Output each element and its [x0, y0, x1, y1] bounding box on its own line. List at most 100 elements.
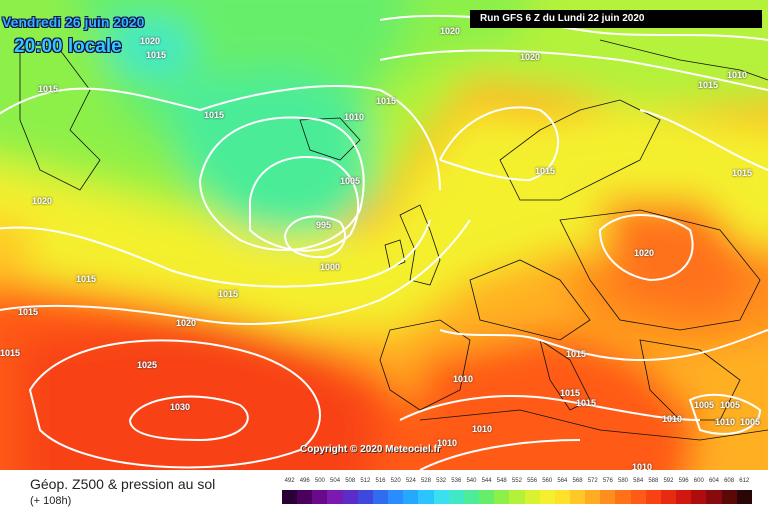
legend-swatch [691, 490, 707, 504]
legend-swatch [706, 490, 722, 504]
legend-swatch [615, 490, 631, 504]
isobar-label: 1010 [715, 417, 736, 427]
isobar-label: 1005 [740, 417, 761, 427]
isobar-label: 1010 [727, 70, 748, 80]
legend-value: 544 [481, 478, 492, 484]
color-scale-legend: 492 496 500 504 508 512 516 520 524 528 532 536 540 5… [282, 478, 752, 504]
legend-value: 608 [724, 478, 735, 484]
legend-swatch [539, 490, 555, 504]
legend-value: 596 [678, 478, 689, 484]
legend-labels: 492 496 500 504 508 512 516 520 524 528 532 536 540 5… [282, 478, 752, 488]
isobar-label: 1020 [634, 248, 655, 258]
isobar-label: 1025 [137, 360, 158, 370]
isobar-label: 1010 [662, 414, 683, 424]
isobar-label: 1020 [520, 52, 541, 62]
isobar-label: 1015 [566, 349, 587, 359]
isobar-label: 1010 [632, 462, 653, 470]
isobar-label: 995 [316, 220, 332, 230]
model-run-banner: Run GFS 6 Z du Lundi 22 juin 2020 [470, 10, 762, 28]
legend-value: 552 [511, 478, 522, 484]
legend-value: 612 [739, 478, 750, 484]
legend-value: 584 [633, 478, 644, 484]
legend-swatch [600, 490, 616, 504]
legend-value: 508 [345, 478, 356, 484]
weather-map: 1020 1015 1015 1020 1020 1010 1015 1015 … [0, 0, 768, 470]
isobar-label: 1015 [376, 96, 397, 106]
legend-value: 572 [587, 478, 598, 484]
legend-value: 540 [466, 478, 477, 484]
isobar-label: 1015 [576, 398, 597, 408]
isobars [0, 14, 768, 470]
isobar-label: 1020 [140, 36, 161, 46]
forecast-lead-time: (+ 108h) [30, 495, 72, 507]
legend-swatch [372, 490, 389, 504]
forecast-time: 20:00 locale [14, 36, 122, 57]
legend-swatch [660, 490, 677, 504]
legend-value: 548 [496, 478, 507, 484]
legend-swatch [403, 490, 419, 504]
legend-swatch [327, 490, 343, 504]
legend-swatch [282, 490, 298, 504]
legend-swatch [448, 490, 464, 504]
legend-value: 528 [420, 478, 431, 484]
legend-value: 532 [436, 478, 447, 484]
copyright-text: Copyright © 2020 Meteociel.fr [300, 444, 441, 455]
legend-value: 580 [618, 478, 629, 484]
legend-swatch [418, 490, 434, 504]
isobar-label: 1015 [204, 110, 225, 120]
isobar-label: 1015 [0, 348, 21, 358]
legend-swatch [509, 490, 525, 504]
legend-swatch [494, 490, 510, 504]
legend-value: 564 [557, 478, 568, 484]
forecast-date: Vendredi 26 juin 2020 [2, 14, 145, 30]
isobar-label: 1010 [437, 438, 458, 448]
isobar-label: 1005 [720, 400, 741, 410]
legend-value: 588 [648, 478, 659, 484]
legend-value: 560 [542, 478, 553, 484]
isobar-label: 1000 [320, 262, 341, 272]
legend-swatch [297, 490, 313, 504]
product-title: Géop. Z500 & pression au sol [30, 476, 216, 492]
legend-value: 504 [330, 478, 341, 484]
legend-swatch [524, 490, 540, 504]
legend-value: 524 [405, 478, 416, 484]
legend-value: 496 [299, 478, 310, 484]
legend-value: 568 [572, 478, 583, 484]
legend-swatch [554, 490, 570, 504]
geopotential-field [0, 0, 768, 470]
legend-swatch [585, 490, 601, 504]
isobar-label: 1005 [694, 400, 715, 410]
legend-value: 600 [693, 478, 704, 484]
legend-swatch [479, 490, 495, 504]
legend-swatch [630, 490, 646, 504]
legend-swatch [357, 490, 373, 504]
legend-color-bar [282, 490, 752, 504]
isobar-label: 1010 [344, 112, 365, 122]
isobar-label: 1015 [38, 84, 59, 94]
legend-swatch [721, 490, 737, 504]
isobar-label: 1015 [18, 307, 39, 317]
isobar-label: 1015 [732, 168, 753, 178]
isobar-label: 1005 [340, 176, 361, 186]
isobar-label: 1020 [176, 318, 197, 328]
legend-value: 576 [602, 478, 613, 484]
legend-value: 604 [708, 478, 719, 484]
legend-swatch [388, 490, 404, 504]
legend-swatch [736, 490, 752, 504]
legend-swatch [645, 490, 661, 504]
legend-value: 512 [360, 478, 371, 484]
isobar-label: 1015 [218, 289, 239, 299]
legend-value: 556 [527, 478, 538, 484]
isobar-label: 1015 [146, 50, 167, 60]
isobar-label: 1015 [76, 274, 97, 284]
legend-value: 520 [390, 478, 401, 484]
legend-value: 500 [314, 478, 325, 484]
land-outlines [19, 39, 768, 441]
isobar-label: 1015 [535, 166, 556, 176]
legend-footer: Géop. Z500 & pression au sol (+ 108h) 49… [0, 470, 768, 512]
legend-swatch [676, 490, 692, 504]
legend-value: 492 [284, 478, 295, 484]
legend-swatch [463, 490, 480, 504]
legend-value: 516 [375, 478, 386, 484]
